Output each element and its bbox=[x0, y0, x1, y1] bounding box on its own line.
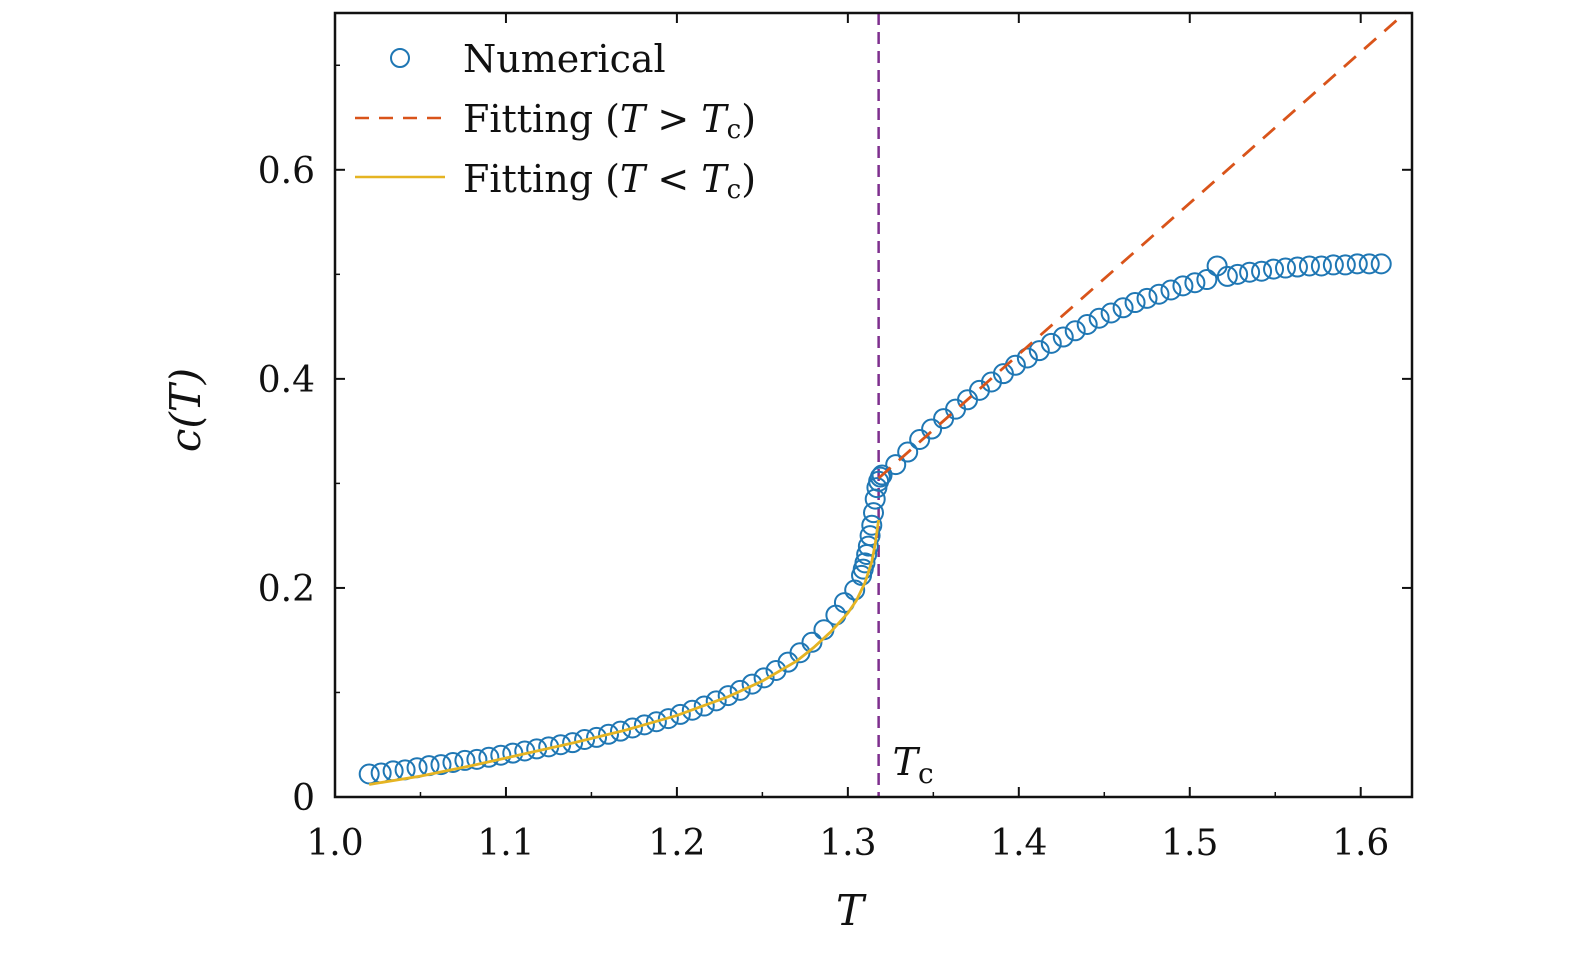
data-point bbox=[442, 752, 464, 773]
data-point bbox=[1334, 254, 1356, 276]
data-point bbox=[586, 726, 608, 748]
x-tick-label: 1.3 bbox=[819, 823, 876, 864]
data-point bbox=[1263, 258, 1285, 280]
legend-label-fit-below: Fitting (T < Tc) bbox=[463, 157, 756, 205]
data-point bbox=[789, 642, 811, 664]
data-point bbox=[741, 673, 763, 695]
data-point bbox=[861, 514, 883, 536]
data-point bbox=[1052, 326, 1074, 348]
data-point bbox=[921, 418, 943, 440]
x-axis-title: T bbox=[836, 886, 867, 935]
data-point bbox=[857, 535, 879, 557]
data-point bbox=[1286, 256, 1308, 278]
data-point bbox=[1358, 253, 1380, 275]
data-point bbox=[1112, 297, 1134, 319]
tick-labels: 1.0 1.1 1.2 1.3 1.4 1.5 1.6 0 0.2 0.4 0.6 bbox=[258, 151, 1390, 864]
data-point bbox=[1275, 257, 1296, 279]
data-point bbox=[1076, 314, 1098, 336]
data-point bbox=[1216, 265, 1238, 287]
data-point bbox=[1346, 253, 1368, 275]
fit-line-above-tc bbox=[877, 13, 1408, 480]
data-point bbox=[801, 631, 823, 653]
data-point bbox=[1298, 255, 1320, 277]
x-tick-label: 1.0 bbox=[306, 823, 363, 864]
data-point bbox=[1040, 332, 1062, 354]
tc-annotation: Tc bbox=[893, 740, 934, 790]
x-tick-label: 1.6 bbox=[1332, 823, 1389, 864]
data-point bbox=[454, 749, 476, 771]
data-point bbox=[1136, 287, 1158, 309]
data-point bbox=[1227, 263, 1249, 285]
data-point bbox=[1100, 302, 1122, 324]
legend-label-numerical: Numerical bbox=[463, 37, 666, 81]
series-numerical bbox=[358, 253, 1392, 785]
data-point bbox=[609, 720, 631, 742]
data-point bbox=[859, 525, 881, 547]
data-point bbox=[717, 685, 739, 707]
data-point bbox=[1239, 261, 1261, 283]
data-point bbox=[1148, 283, 1170, 305]
data-point bbox=[705, 690, 727, 712]
data-point bbox=[633, 714, 655, 736]
x-tick-label: 1.2 bbox=[648, 823, 705, 864]
data-point bbox=[598, 723, 620, 745]
data-point bbox=[897, 441, 919, 463]
data-point bbox=[863, 502, 884, 524]
data-point bbox=[621, 717, 643, 739]
data-point bbox=[933, 408, 955, 430]
data-point bbox=[1196, 269, 1218, 291]
data-point bbox=[1064, 320, 1086, 342]
x-tick-label: 1.4 bbox=[990, 823, 1047, 864]
y-axis-title: c(T) bbox=[161, 368, 210, 452]
y-tick-label: 0.6 bbox=[258, 151, 315, 192]
data-point bbox=[909, 429, 931, 450]
data-point bbox=[1124, 292, 1146, 314]
data-point bbox=[729, 679, 751, 701]
y-tick-label: 0.4 bbox=[258, 360, 315, 401]
data-point bbox=[885, 454, 907, 476]
x-tick-label: 1.1 bbox=[477, 823, 534, 864]
legend-label-fit-above: Fitting (T > Tc) bbox=[463, 97, 756, 145]
data-point bbox=[669, 703, 691, 725]
data-point bbox=[490, 744, 512, 766]
data-point bbox=[1184, 272, 1206, 294]
legend: Numerical Fitting (T > Tc) Fitting (T < … bbox=[355, 37, 756, 205]
data-point bbox=[1310, 255, 1332, 277]
data-point bbox=[1028, 340, 1050, 362]
plot-frame bbox=[333, 11, 1414, 799]
fit-line-below-tc bbox=[368, 519, 881, 786]
svg-text:c(T): c(T) bbox=[161, 368, 210, 452]
data-point bbox=[430, 754, 452, 776]
legend-marker-numerical bbox=[390, 48, 410, 68]
data-point bbox=[1322, 254, 1344, 276]
data-point bbox=[681, 699, 703, 721]
data-point bbox=[466, 748, 488, 770]
legend-entry-numerical: Numerical bbox=[390, 37, 666, 81]
data-point bbox=[753, 667, 775, 689]
data-point bbox=[1206, 255, 1228, 277]
data-point bbox=[854, 552, 876, 574]
data-point bbox=[869, 466, 891, 488]
data-point bbox=[1088, 307, 1110, 329]
data-point bbox=[1160, 279, 1182, 301]
x-tick-label: 1.5 bbox=[1161, 823, 1218, 864]
y-tick-label: 0.2 bbox=[258, 569, 315, 610]
data-point bbox=[1172, 275, 1194, 297]
data-point bbox=[478, 746, 500, 768]
data-point bbox=[574, 729, 596, 751]
y-tick-label: 0 bbox=[292, 778, 315, 819]
data-point bbox=[645, 711, 667, 733]
data-point bbox=[1251, 260, 1273, 282]
legend-entry-fit-above: Fitting (T > Tc) bbox=[355, 97, 756, 145]
data-point bbox=[693, 695, 715, 717]
data-point bbox=[871, 464, 893, 486]
data-point bbox=[1370, 253, 1392, 275]
data-point bbox=[657, 708, 679, 730]
legend-entry-fit-below: Fitting (T < Tc) bbox=[355, 157, 756, 205]
data-point bbox=[562, 732, 584, 754]
